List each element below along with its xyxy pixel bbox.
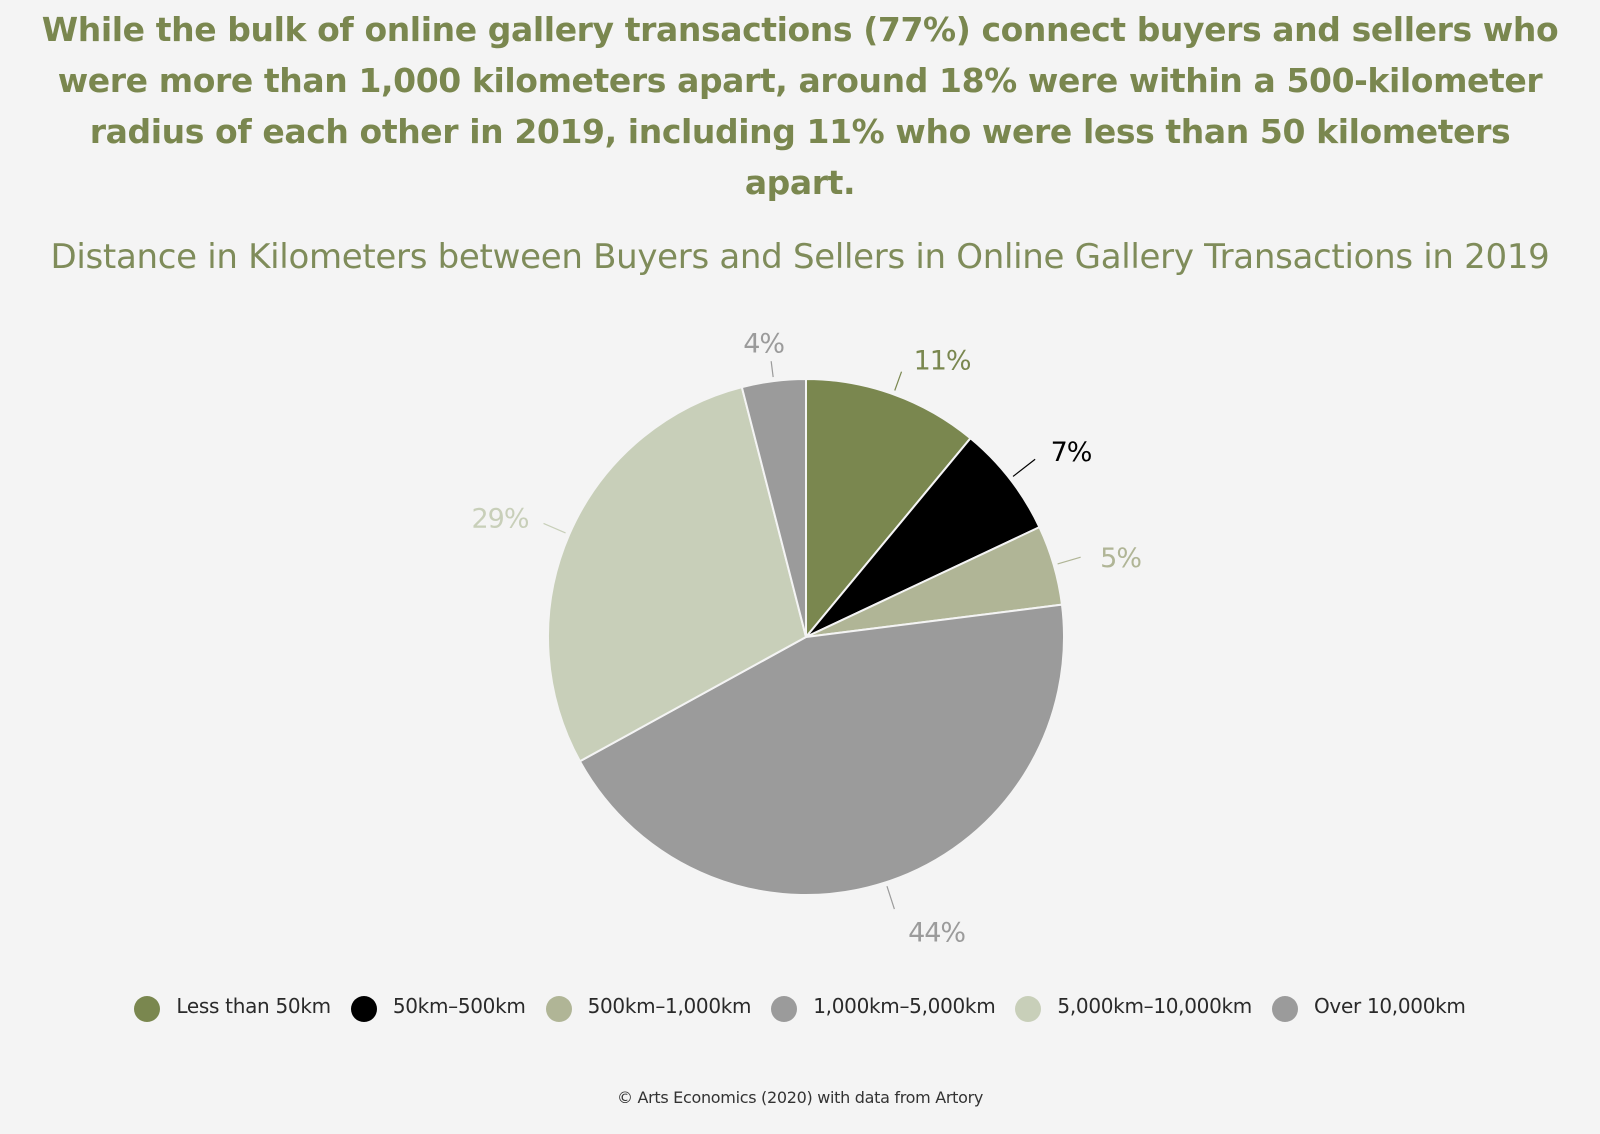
legend-item-less-than-50km: Less than 50km <box>134 990 331 1022</box>
headline: While the bulk of online gallery transac… <box>41 10 1559 202</box>
leader-line-50km-500km <box>1012 458 1036 477</box>
pie-slice-less-than-50km <box>805 377 972 640</box>
legend-label: Less than 50km <box>176 994 331 1018</box>
leader-line-500km-1-000km <box>1057 556 1081 565</box>
leader-line-less-than-50km <box>894 371 903 391</box>
data-label-5-000km-10-000km: 29% <box>471 504 528 535</box>
legend-swatch <box>545 996 572 1022</box>
pie-slice-5-000km-10-000km <box>547 385 808 763</box>
pie-data-labels: 11% 7% 5% 44% 29% 4% <box>471 328 1142 948</box>
legend-label: 5,000km–10,000km <box>1057 994 1252 1018</box>
legend-label: 50km–500km <box>392 994 526 1018</box>
legend: Less than 50km 50km–500km 500km–1,000km 1,0… <box>0 990 1600 1022</box>
pie-slice-1-000km-5-000km <box>578 603 1065 897</box>
legend-item-500km-1-000km: 500km–1,000km <box>545 990 752 1022</box>
legend-item-1-000km-5-000km: 1,000km–5,000km <box>771 990 996 1022</box>
data-label-500km-1-000km: 5% <box>1100 543 1141 574</box>
label-leader-lines <box>543 361 1081 910</box>
pie-slice-50km-500km <box>805 436 1041 638</box>
legend-label: Over 10,000km <box>1313 994 1466 1018</box>
legend-item-50km-500km: 50km–500km <box>350 990 526 1022</box>
data-label-1-000km-5-000km: 44% <box>908 917 965 948</box>
data-label-50km-500km: 7% <box>1051 437 1092 468</box>
legend-swatch <box>1271 996 1298 1022</box>
legend-item-over-10-000km: Over 10,000km <box>1271 990 1466 1022</box>
leader-line-5-000km-10-000km <box>543 522 566 534</box>
chart-title: Distance in Kilometers between Buyers an… <box>50 237 1550 277</box>
legend-swatch <box>134 996 161 1022</box>
legend-label: 1,000km–5,000km <box>813 994 996 1018</box>
data-label-less-than-50km: 11% <box>914 345 971 376</box>
legend-swatch <box>1015 996 1042 1022</box>
legend-label: 500km–1,000km <box>587 994 752 1018</box>
legend-swatch <box>350 996 377 1022</box>
pie-slice-over-10-000km <box>740 377 807 638</box>
leader-line-over-10-000km <box>770 361 774 378</box>
data-label-over-10-000km: 4% <box>743 328 784 359</box>
legend-swatch <box>771 996 798 1022</box>
leader-line-1-000km-5-000km <box>886 885 895 910</box>
pie-slices <box>547 377 1065 897</box>
legend-item-5-000km-10-000km: 5,000km–10,000km <box>1015 990 1252 1022</box>
source-note: © Arts Economics (2020) with data from A… <box>616 1088 984 1107</box>
